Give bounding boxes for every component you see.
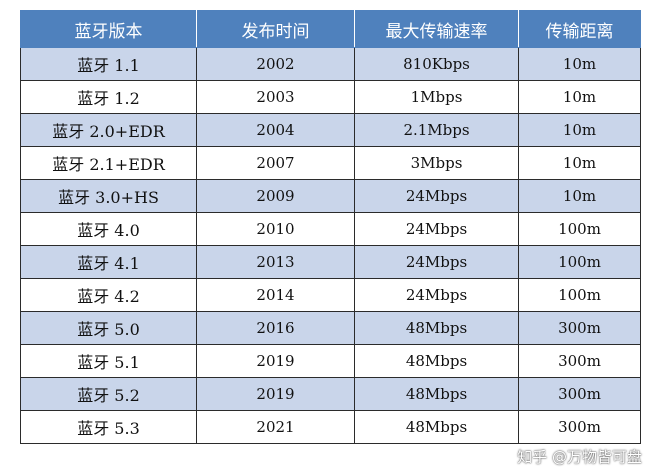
table-row: 蓝牙 1.2 2003 1Mbps 10m (20, 80, 641, 114)
cell-release-date: 2003 (196, 80, 355, 114)
cell-version: 蓝牙 4.0 (20, 212, 197, 246)
cell-max-rate: 24Mbps (354, 212, 519, 246)
cell-version: 蓝牙 2.1+EDR (20, 146, 197, 180)
bluetooth-version-table: 蓝牙版本 发布时间 最大传输速率 传输距离 蓝牙 1.1 2002 810Kbp… (20, 10, 641, 444)
cell-version: 蓝牙 3.0+HS (20, 179, 197, 213)
cell-range: 10m (518, 113, 641, 147)
cell-range: 100m (518, 278, 641, 312)
cell-release-date: 2007 (196, 146, 355, 180)
cell-range: 300m (518, 311, 641, 345)
cell-max-rate: 24Mbps (354, 179, 519, 213)
table-row: 蓝牙 2.0+EDR 2004 2.1Mbps 10m (20, 113, 641, 147)
header-release-date: 发布时间 (196, 10, 355, 48)
cell-version: 蓝牙 2.0+EDR (20, 113, 197, 147)
table-row: 蓝牙 3.0+HS 2009 24Mbps 10m (20, 179, 641, 213)
table-row: 蓝牙 2.1+EDR 2007 3Mbps 10m (20, 146, 641, 180)
table-row: 蓝牙 1.1 2002 810Kbps 10m (20, 47, 641, 81)
cell-max-rate: 1Mbps (354, 80, 519, 114)
cell-max-rate: 48Mbps (354, 311, 519, 345)
cell-version: 蓝牙 4.1 (20, 245, 197, 279)
cell-range: 300m (518, 410, 641, 444)
header-version: 蓝牙版本 (20, 10, 197, 48)
bluetooth-version-table-container: 蓝牙版本 发布时间 最大传输速率 传输距离 蓝牙 1.1 2002 810Kbp… (20, 10, 641, 444)
header-row: 蓝牙版本 发布时间 最大传输速率 传输距离 (20, 10, 641, 48)
cell-max-rate: 48Mbps (354, 377, 519, 411)
cell-release-date: 2004 (196, 113, 355, 147)
cell-max-rate: 810Kbps (354, 47, 519, 81)
cell-range: 10m (518, 80, 641, 114)
cell-release-date: 2010 (196, 212, 355, 246)
cell-range: 10m (518, 47, 641, 81)
cell-release-date: 2009 (196, 179, 355, 213)
cell-release-date: 2021 (196, 410, 355, 444)
table-row: 蓝牙 5.1 2019 48Mbps 300m (20, 344, 641, 378)
table-row: 蓝牙 4.1 2013 24Mbps 100m (20, 245, 641, 279)
cell-max-rate: 24Mbps (354, 278, 519, 312)
table-row: 蓝牙 5.0 2016 48Mbps 300m (20, 311, 641, 345)
table-row: 蓝牙 4.2 2014 24Mbps 100m (20, 278, 641, 312)
cell-release-date: 2013 (196, 245, 355, 279)
cell-range: 300m (518, 377, 641, 411)
header-max-rate: 最大传输速率 (354, 10, 519, 48)
cell-version: 蓝牙 5.3 (20, 410, 197, 444)
table-row: 蓝牙 4.0 2010 24Mbps 100m (20, 212, 641, 246)
cell-version: 蓝牙 5.0 (20, 311, 197, 345)
cell-max-rate: 48Mbps (354, 410, 519, 444)
cell-release-date: 2016 (196, 311, 355, 345)
cell-max-rate: 3Mbps (354, 146, 519, 180)
cell-version: 蓝牙 5.2 (20, 377, 197, 411)
cell-release-date: 2002 (196, 47, 355, 81)
cell-range: 10m (518, 179, 641, 213)
cell-range: 100m (518, 245, 641, 279)
watermark: 知乎 @万物皆可盘 (517, 448, 642, 466)
table-row: 蓝牙 5.3 2021 48Mbps 300m (20, 410, 641, 444)
cell-range: 100m (518, 212, 641, 246)
cell-version: 蓝牙 5.1 (20, 344, 197, 378)
table-body: 蓝牙 1.1 2002 810Kbps 10m 蓝牙 1.2 2003 1Mbp… (20, 47, 641, 444)
cell-max-rate: 48Mbps (354, 344, 519, 378)
cell-max-rate: 24Mbps (354, 245, 519, 279)
cell-release-date: 2019 (196, 377, 355, 411)
cell-max-rate: 2.1Mbps (354, 113, 519, 147)
cell-range: 300m (518, 344, 641, 378)
cell-version: 蓝牙 4.2 (20, 278, 197, 312)
cell-version: 蓝牙 1.2 (20, 80, 197, 114)
cell-version: 蓝牙 1.1 (20, 47, 197, 81)
table-row: 蓝牙 5.2 2019 48Mbps 300m (20, 377, 641, 411)
header-range: 传输距离 (518, 10, 641, 48)
cell-release-date: 2014 (196, 278, 355, 312)
cell-release-date: 2019 (196, 344, 355, 378)
table-header: 蓝牙版本 发布时间 最大传输速率 传输距离 (20, 10, 641, 48)
cell-range: 10m (518, 146, 641, 180)
